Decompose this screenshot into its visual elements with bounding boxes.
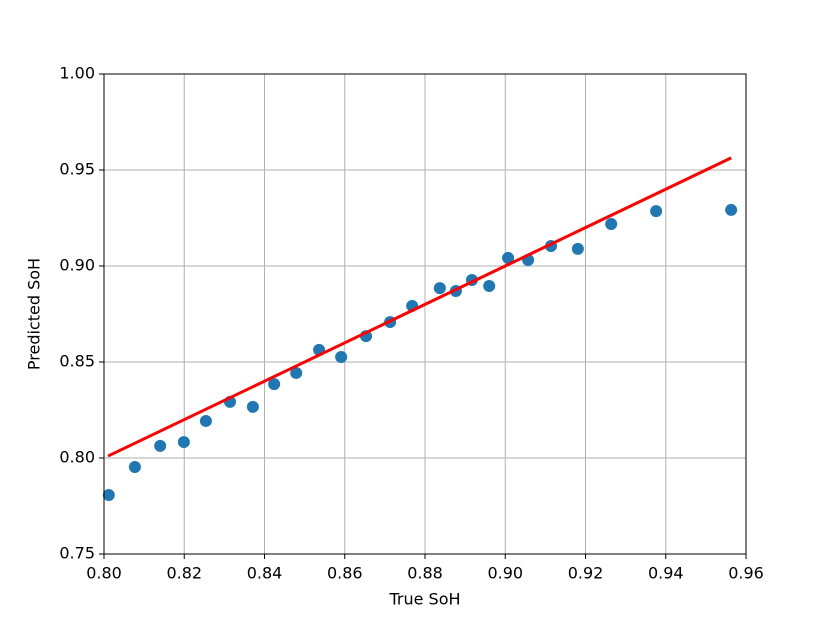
y-axis-label: Predicted SoH: [25, 258, 44, 370]
point: [102, 489, 115, 502]
point: [177, 436, 190, 449]
x-axis-label: True SoH: [388, 590, 460, 609]
point: [246, 400, 259, 413]
point: [433, 282, 446, 295]
point: [605, 217, 618, 230]
x-tick-label: 0.82: [166, 564, 202, 583]
point: [128, 461, 141, 474]
x-tick-label: 0.92: [568, 564, 604, 583]
x-tick-label: 0.84: [247, 564, 283, 583]
point: [199, 414, 212, 427]
y-tick-label: 0.90: [59, 256, 95, 275]
point: [725, 203, 738, 216]
line: [107, 156, 732, 458]
point: [335, 351, 348, 364]
y-tick-label: 1.00: [59, 64, 95, 83]
y-tick-label: 0.80: [59, 448, 95, 467]
point: [483, 279, 496, 292]
point: [154, 439, 167, 452]
y-tick-label: 0.75: [59, 544, 95, 563]
point: [650, 205, 663, 218]
x-tick-label: 0.94: [648, 564, 684, 583]
x-tick-label: 0.96: [728, 564, 764, 583]
point: [290, 366, 303, 379]
x-tick-label: 0.90: [487, 564, 523, 583]
plot-frame: [103, 73, 747, 555]
x-tick-label: 0.88: [407, 564, 443, 583]
y-tick-label: 0.95: [59, 160, 95, 179]
point: [502, 251, 515, 264]
y-tick-label: 0.85: [59, 352, 95, 371]
point: [268, 378, 281, 391]
x-tick-label: 0.86: [327, 564, 363, 583]
point: [571, 242, 584, 255]
x-tick-label: 0.80: [86, 564, 122, 583]
